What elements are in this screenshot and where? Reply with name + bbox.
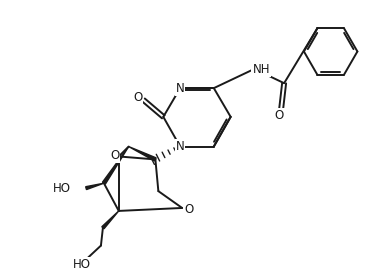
Polygon shape xyxy=(129,147,156,161)
Text: O: O xyxy=(110,149,119,162)
Text: N: N xyxy=(176,140,184,153)
Text: O: O xyxy=(184,203,194,217)
Text: N: N xyxy=(176,82,184,95)
Text: HO: HO xyxy=(73,258,91,271)
Text: HO: HO xyxy=(53,182,71,195)
Polygon shape xyxy=(102,211,119,229)
Text: O: O xyxy=(133,91,142,104)
Polygon shape xyxy=(103,147,129,184)
Polygon shape xyxy=(86,183,104,190)
Text: O: O xyxy=(275,109,284,122)
Text: NH: NH xyxy=(252,63,270,76)
